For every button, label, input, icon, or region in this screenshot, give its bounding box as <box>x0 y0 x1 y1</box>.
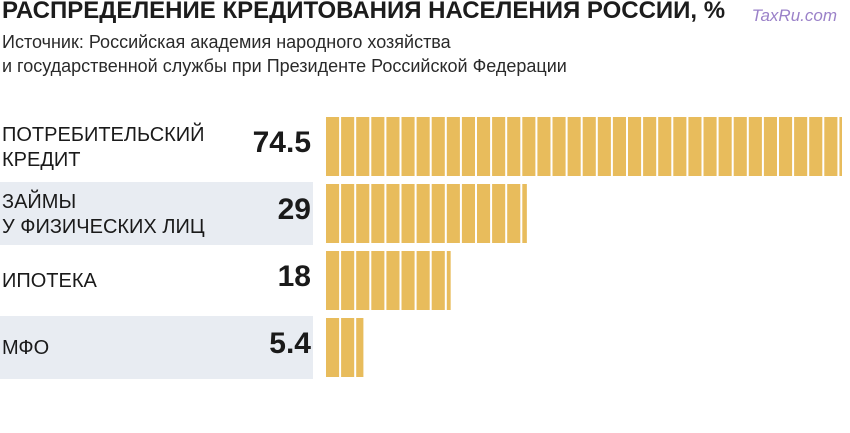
category-label-line: МФО <box>2 337 50 359</box>
bar-segment <box>356 117 370 176</box>
bar-segment <box>763 117 777 176</box>
bar-segment <box>522 184 527 243</box>
bar-segment <box>824 117 838 176</box>
value-label: 5.4 <box>269 326 311 360</box>
bar-segment <box>703 117 717 176</box>
bar-segment <box>492 184 506 243</box>
bar-segment <box>673 117 687 176</box>
bar-segment <box>341 318 355 377</box>
bar-segment <box>416 117 430 176</box>
bar-segment <box>718 117 732 176</box>
category-label: ИПОТЕКА <box>2 269 97 294</box>
category-label: ПОТРЕБИТЕЛЬСКИЙ КРЕДИТ <box>2 123 205 173</box>
category-row: МФО 5.4 <box>0 316 313 379</box>
bar-segment <box>477 184 491 243</box>
bar-segment <box>582 117 596 176</box>
bar <box>326 184 527 243</box>
bar-segment <box>326 251 340 310</box>
bar-segment <box>461 117 475 176</box>
bar-segment <box>446 117 460 176</box>
value-label: 74.5 <box>252 125 311 159</box>
bar-segment <box>326 184 340 243</box>
category-label: МФО <box>2 336 49 361</box>
bar-segment <box>779 117 793 176</box>
category-label: ЗАЙМЫ У ФИЗИЧЕСКИХ ЛИЦ <box>2 190 205 240</box>
bar-segment <box>507 184 521 243</box>
bar-segment <box>356 318 364 377</box>
bar-segment <box>386 184 400 243</box>
bar-segment <box>341 117 355 176</box>
bar-segment <box>401 117 415 176</box>
bar-segment <box>492 117 506 176</box>
category-label-line: ИПОТЕКА <box>2 270 97 292</box>
bar <box>326 117 842 176</box>
chart-title: РАСПРЕДЕЛЕНИЕ КРЕДИТОВАНИЯ НАСЕЛЕНИЯ РОС… <box>2 0 726 24</box>
category-row: ЗАЙМЫ У ФИЗИЧЕСКИХ ЛИЦ 29 <box>0 182 313 245</box>
bar-segment <box>446 184 460 243</box>
bar <box>326 318 364 377</box>
bar-segment <box>416 251 430 310</box>
bar-segment <box>401 184 415 243</box>
category-label-line: У ФИЗИЧЕСКИХ ЛИЦ <box>2 215 205 238</box>
bar-segment <box>386 251 400 310</box>
value-label: 29 <box>277 192 311 226</box>
category-row: ИПОТЕКА 18 <box>0 249 313 312</box>
bar-segment <box>537 117 551 176</box>
bar-segment <box>552 117 566 176</box>
bar-segment <box>356 251 370 310</box>
bar-segment <box>371 184 385 243</box>
bar-segment <box>567 117 581 176</box>
bar-segment <box>794 117 808 176</box>
bar-segment <box>643 117 657 176</box>
source-line-2: и государственной службы при Президенте … <box>2 56 567 76</box>
bar-segment <box>612 117 626 176</box>
bar-segment <box>839 117 842 176</box>
source-line-1: Источник: Российская академия народного … <box>2 32 451 52</box>
value-label: 18 <box>277 259 311 293</box>
bar-segment <box>446 251 451 310</box>
source-note: Источник: Российская академия народного … <box>2 30 567 78</box>
bar-segment <box>371 117 385 176</box>
bar-segment <box>356 184 370 243</box>
bar-segment <box>371 251 385 310</box>
category-label-line: ЗАЙМЫ <box>2 190 77 213</box>
bar-segment <box>522 117 536 176</box>
bar-segment <box>597 117 611 176</box>
bar-segment <box>341 251 355 310</box>
bar-segment <box>431 251 445 310</box>
bar-segment <box>477 117 491 176</box>
bar-segment <box>748 117 762 176</box>
bar-segment <box>341 184 355 243</box>
bar-segment <box>461 184 475 243</box>
bar-segment <box>386 117 400 176</box>
bar-segment <box>809 117 823 176</box>
bar-segment <box>507 117 521 176</box>
bar-segment <box>416 184 430 243</box>
bar-segment <box>326 318 340 377</box>
bar-segment <box>326 117 340 176</box>
bar <box>326 251 451 310</box>
bar-segment <box>658 117 672 176</box>
bar-segment <box>431 184 445 243</box>
bar-segment <box>628 117 642 176</box>
bar-segment <box>431 117 445 176</box>
category-row: ПОТРЕБИТЕЛЬСКИЙ КРЕДИТ 74.5 <box>0 115 313 178</box>
bar-segment <box>688 117 702 176</box>
bar-segment <box>733 117 747 176</box>
watermark-logo: TaxRu.com <box>751 6 837 25</box>
bar-segment <box>401 251 415 310</box>
category-label-line: КРЕДИТ <box>2 148 81 171</box>
category-label-line: ПОТРЕБИТЕЛЬСКИЙ <box>2 123 205 146</box>
